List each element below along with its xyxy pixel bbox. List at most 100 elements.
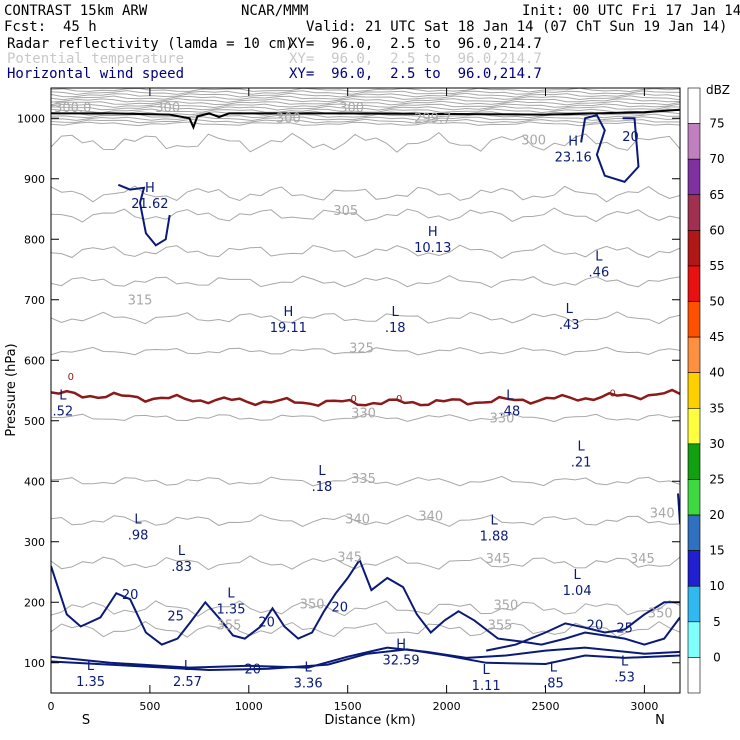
extremum-value: .48 <box>500 404 521 419</box>
theta-label: 315 <box>128 294 153 309</box>
theta-label: 340 <box>418 510 443 525</box>
extremum-type: L <box>178 544 186 559</box>
y-tick-label: 800 <box>24 233 45 246</box>
theta-label: 300 <box>339 101 364 116</box>
colorbar-label: 5 <box>713 615 721 629</box>
colorbar-swatch <box>687 301 701 338</box>
y-tick-label: 400 <box>24 475 45 488</box>
terrain-profile <box>51 108 680 130</box>
extremum-type: L <box>305 661 313 676</box>
wind-contours <box>51 114 680 672</box>
colorbar-swatch <box>687 194 701 231</box>
colorbar-label: 10 <box>709 579 724 593</box>
isotherm-label: 0 <box>350 394 356 405</box>
extremum-value: .18 <box>385 321 406 336</box>
theta-contour-line <box>51 105 680 111</box>
extremum-type: H <box>396 638 406 653</box>
theta-contour-line <box>51 275 680 289</box>
colorbar-label: 15 <box>709 544 724 558</box>
y-tick-label: 900 <box>24 173 45 186</box>
extremum-type: H <box>145 181 155 196</box>
wind-contour-line <box>51 648 680 672</box>
extremum-value: 32.59 <box>382 654 419 669</box>
theta-contour-line <box>51 113 680 119</box>
theta-contour-line <box>51 311 680 325</box>
y-tick-label: 100 <box>24 657 45 670</box>
theta-label: 300 <box>276 111 301 126</box>
south-end-label: S <box>82 713 90 728</box>
x-tick-label: 500 <box>139 700 160 713</box>
extremum-type: L <box>59 388 67 403</box>
contour-labels: 355 355 350 350 350 345 345 345 340 340 340 335 330 3… <box>53 101 675 694</box>
forecast-hour: 45 h <box>63 19 97 35</box>
colorbar-label: 25 <box>709 472 724 486</box>
extremum-value: 10.13 <box>414 241 451 256</box>
wind-contour-line <box>486 601 680 652</box>
theta-contour-line <box>51 116 680 122</box>
colorbar-label: 45 <box>709 330 724 344</box>
valid-time: Valid: 21 UTC Sat 18 Jan 14 (07 ChT Sun … <box>306 19 727 35</box>
extremum-value: .43 <box>559 318 580 333</box>
theta-contour-line <box>51 118 680 124</box>
colorbar-swatch <box>687 230 701 267</box>
extremum-value: 21.62 <box>131 197 168 212</box>
x-tick-label: 2000 <box>433 700 461 713</box>
theta-contour-line <box>51 207 680 223</box>
extremum-value: 1.35 <box>76 675 105 690</box>
theta-contour-line <box>51 88 680 93</box>
field-name-wind: Horizontal wind speed <box>7 66 184 82</box>
colorbar-swatch <box>687 372 701 409</box>
theta-contour-line <box>51 555 680 571</box>
extremum-type: H <box>568 134 578 149</box>
wind-contour-label: 20 <box>332 600 349 615</box>
theta-contour-line <box>51 413 680 423</box>
colorbar-label: 50 <box>709 295 724 309</box>
colorbar-swatch <box>687 407 701 445</box>
extremum-value: 1.11 <box>472 679 501 694</box>
model-title: CONTRAST 15km ARW <box>4 3 148 19</box>
colorbar-swatch <box>687 123 701 160</box>
field-xy-reflectivity: XY= 96.0, 2.5 to 96.0,214.7 <box>289 36 542 52</box>
theta-label: 345 <box>337 551 362 566</box>
extremum-type: L <box>318 464 326 479</box>
y-tick-label: 200 <box>24 596 45 609</box>
init-time: Init: 00 UTC Fri 17 Jan 14 <box>522 3 740 19</box>
colorbar-label: 60 <box>709 223 724 237</box>
theta-label: 340 <box>650 507 675 522</box>
forecast-label: Fcst: <box>4 19 46 35</box>
terrain-line <box>51 108 680 130</box>
x-tick-label: 3000 <box>630 700 658 713</box>
theta-contour-line <box>51 92 680 98</box>
colorbar-swatch <box>687 336 701 374</box>
theta-label: 300.0 <box>54 101 91 116</box>
colorbar-label: 20 <box>709 508 724 522</box>
field-name-reflectivity: Radar reflectivity (lamda = 10 cm) <box>7 36 294 52</box>
wind-contour-label: 20 <box>587 618 604 633</box>
x-tick-label: 0 <box>48 700 55 713</box>
y-tick-label: 300 <box>24 536 45 549</box>
colorbar-label: 65 <box>709 188 724 202</box>
x-tick-label: 1500 <box>334 700 362 713</box>
y-tick-label: 500 <box>24 415 45 428</box>
theta-label: 355 <box>217 618 242 633</box>
colorbar-swatch <box>687 585 701 623</box>
theta-contour-line <box>51 108 680 114</box>
theta-label: 350 <box>648 606 673 621</box>
extremum-value: .18 <box>312 480 333 495</box>
wind-contour-label: 20 <box>122 588 139 603</box>
extremum-type: L <box>566 302 574 317</box>
extremum-value: .21 <box>571 455 592 470</box>
theta-label: 340 <box>345 513 370 528</box>
extremum-type: L <box>550 661 558 676</box>
extremum-type: L <box>574 568 582 583</box>
theta-label: 300 <box>155 101 180 116</box>
theta-contour-line <box>51 346 680 356</box>
north-end-label: N <box>655 713 665 728</box>
wind-contour-label: 20 <box>244 663 261 678</box>
y-axis-title: Pressure (hPa) <box>4 343 19 436</box>
colorbar-swatch <box>687 158 701 196</box>
extremum-type: L <box>621 655 629 670</box>
